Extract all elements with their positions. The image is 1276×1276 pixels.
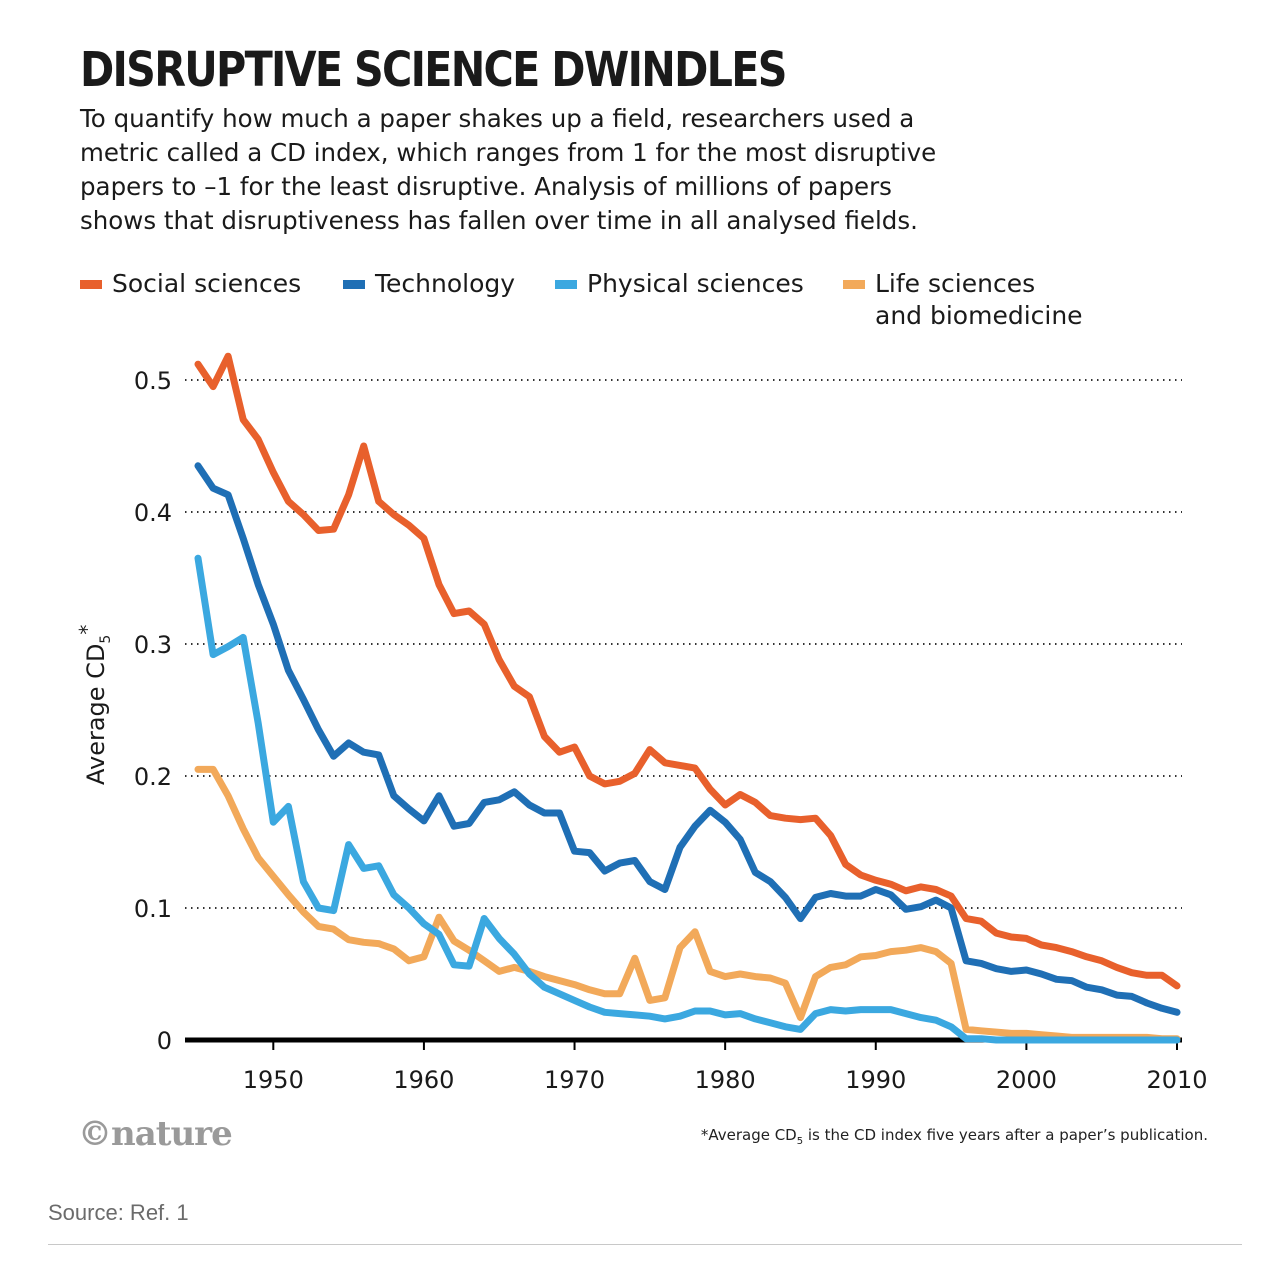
nature-logo: ©nature xyxy=(78,1114,233,1154)
x-tick-label: 1990 xyxy=(845,1066,906,1094)
series-line-physical-part-2 xyxy=(480,915,1181,1044)
legend-swatch xyxy=(343,280,365,289)
x-tick-label: 2000 xyxy=(996,1066,1057,1094)
subtitle-line: shows that disruptiveness has fallen ove… xyxy=(80,206,918,235)
y-axis-label: Average CD5* xyxy=(75,625,114,785)
legend-swatch xyxy=(555,280,577,289)
grid xyxy=(185,379,1182,909)
footnote-subscript: 5 xyxy=(796,1136,804,1147)
legend-swatch xyxy=(80,280,102,289)
footnote: *Average CD5 is the CD index five years … xyxy=(701,1126,1208,1147)
chart-subtitle: To quantify how much a paper shakes up a… xyxy=(80,102,1040,238)
x-tick-label: 2010 xyxy=(1146,1066,1207,1094)
x-tick-label: 1950 xyxy=(243,1066,304,1094)
subtitle-line: papers to –1 for the least disruptive. A… xyxy=(80,172,892,201)
legend-label-line-1: Life sciences xyxy=(875,269,1036,298)
x-tick-label: 1960 xyxy=(393,1066,454,1094)
series-lines xyxy=(194,352,1181,1044)
x-tick-label: 1980 xyxy=(695,1066,756,1094)
line-chart: 0 0.1 0.2 0.3 0.4 0.5 1950 1960 1970 1980 1990 2000… xyxy=(75,352,1208,1094)
series-line-technology xyxy=(194,462,1181,1016)
legend-label-line-2: and biomedicine xyxy=(875,301,1083,330)
series-line-social xyxy=(194,352,1181,990)
y-tick-label: 0.4 xyxy=(134,499,172,527)
y-tick-label: 0.1 xyxy=(134,895,172,923)
legend-label: Technology xyxy=(375,269,516,298)
y-tick-label: 0 xyxy=(157,1027,172,1055)
footnote-text-b: is the CD index five years after a paper… xyxy=(803,1126,1208,1144)
y-tick-label: 0.2 xyxy=(134,763,172,791)
legend-label: Life sciences and biomedicine xyxy=(875,268,1083,332)
series-line-life xyxy=(194,765,1181,1043)
x-tick-label: 1970 xyxy=(544,1066,605,1094)
series-line-physical xyxy=(194,554,488,970)
legend-label: Social sciences xyxy=(112,269,302,298)
source-note: Source: Ref. 1 xyxy=(48,1200,189,1225)
axes: 0 0.1 0.2 0.3 0.4 0.5 1950 1960 1970 1980 1990 2000… xyxy=(134,367,1208,1094)
divider xyxy=(48,1244,1242,1245)
chart-title: DISRUPTIVE SCIENCE DWINDLES xyxy=(80,42,787,98)
subtitle-line: metric called a CD index, which ranges f… xyxy=(80,138,937,167)
legend-label: Physical sciences xyxy=(587,269,804,298)
footnote-text-a: *Average CD xyxy=(700,1126,797,1144)
subtitle-line: To quantify how much a paper shakes up a… xyxy=(80,104,915,133)
y-tick-label: 0.5 xyxy=(134,367,172,395)
legend-swatch xyxy=(843,280,865,289)
y-tick-label: 0.3 xyxy=(134,631,172,659)
